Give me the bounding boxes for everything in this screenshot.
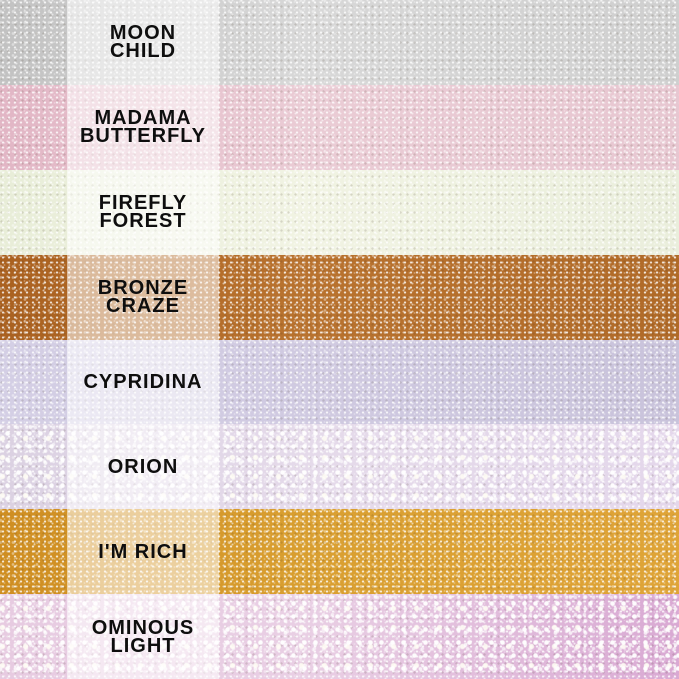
swatch-band-madama-butterfly: MADAMA BUTTERFLY: [0, 84, 679, 170]
swatch-label: MADAMA BUTTERFLY: [67, 84, 219, 170]
swatch-name-line: FOREST: [99, 210, 187, 233]
swatch-band-firefly-forest: FIREFLY FOREST: [0, 169, 679, 255]
swatch-label: MOON CHILD: [67, 0, 219, 85]
swatch-name-line: OMINOUS: [91, 616, 195, 639]
swatch-band-cypridina: CYPRIDINA: [0, 339, 679, 425]
swatch-name-line: CHILD: [109, 40, 177, 63]
swatch-name-line: MOON: [109, 22, 177, 45]
swatch-label: CYPRIDINA: [67, 339, 219, 425]
swatch-name-line: ORION: [107, 455, 179, 478]
swatch-band-moon-child: MOON CHILD: [0, 0, 679, 85]
swatch-name-line: CYPRIDINA: [83, 370, 203, 393]
swatch-label: ORION: [67, 424, 219, 510]
swatch-label: FIREFLY FOREST: [67, 169, 219, 255]
swatch-label: I'M RICH: [67, 509, 219, 595]
swatch-band-bronze-craze: BRONZE CRAZE: [0, 254, 679, 340]
swatch-name-line: CRAZE: [106, 295, 180, 318]
swatch-label: OMINOUS LIGHT: [67, 594, 219, 679]
swatch-name-line: LIGHT: [110, 634, 176, 657]
swatch-name-line: MADAMA: [94, 107, 192, 130]
swatch-band-ominous-light: OMINOUS LIGHT: [0, 594, 679, 679]
swatch-label: BRONZE CRAZE: [67, 254, 219, 340]
swatch-band-i-m-rich: I'M RICH: [0, 509, 679, 595]
swatch-name-line: BUTTERFLY: [79, 125, 207, 148]
swatch-name-line: I'M RICH: [98, 540, 188, 563]
swatch-band-orion: ORION: [0, 424, 679, 510]
swatch-name-line: FIREFLY: [98, 192, 188, 215]
swatch-name-line: BRONZE: [97, 277, 189, 300]
